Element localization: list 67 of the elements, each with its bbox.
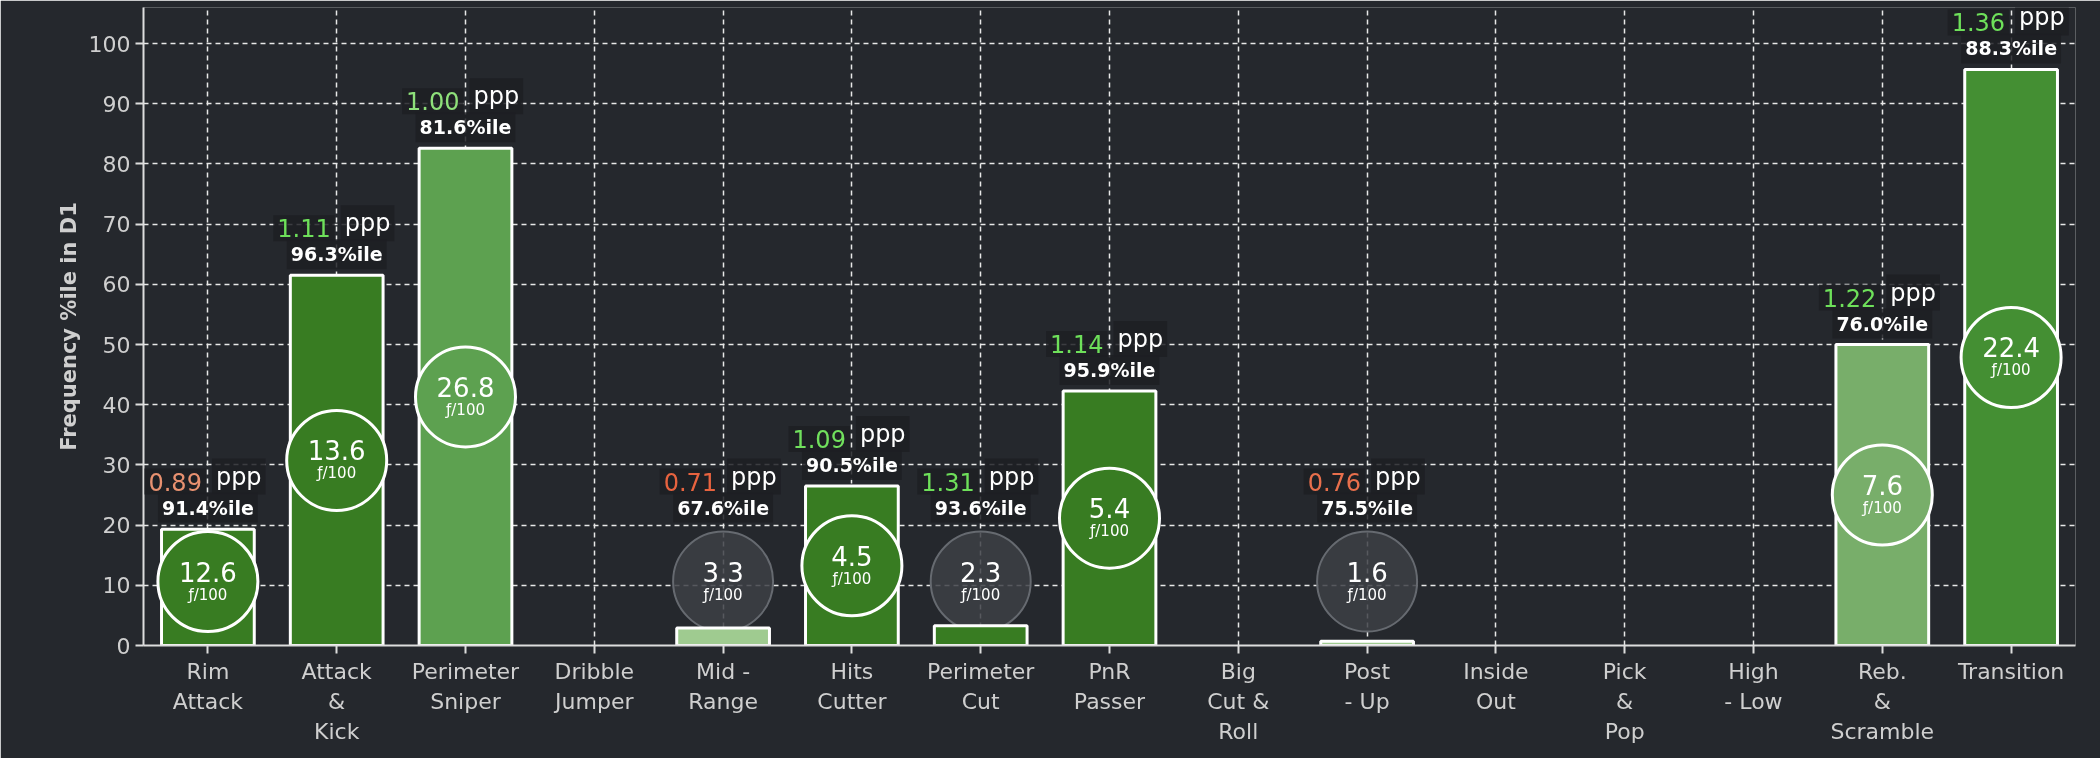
annotation: 1.09 ppp: [792, 420, 906, 454]
annotation: 22.4: [1982, 333, 2041, 364]
annotation: ƒ/100: [445, 400, 485, 419]
y-axis-title: Frequency %ile in D1: [56, 202, 81, 451]
x-tick-label: Mid - Range: [688, 658, 758, 714]
y-tick-label: 0: [116, 633, 131, 659]
annotation: 96.3%ile: [290, 243, 383, 266]
x-tick-label: Attack & Kick: [301, 658, 373, 744]
annotation: 76.0%ile: [1836, 312, 1929, 335]
annotation: 1.00 ppp: [406, 82, 520, 117]
y-tick-label: 80: [102, 151, 131, 177]
y-tick-label: 50: [102, 332, 131, 358]
annotation: 91.4%ile: [161, 496, 254, 519]
annotation: 7.6: [1861, 471, 1903, 502]
annotation: 1.22 ppp: [1822, 278, 1936, 313]
annotation: 75.5%ile: [1321, 496, 1414, 519]
annotation: 1.31 ppp: [921, 462, 1035, 497]
annotation: 3.3: [702, 557, 744, 588]
x-tick-label: Big Cut & Roll: [1207, 658, 1270, 744]
y-tick-label: 70: [102, 212, 131, 238]
annotation: ƒ/100: [960, 585, 1001, 604]
y-tick-label: 10: [102, 573, 131, 599]
x-tick-label: Hits Cutter: [817, 658, 888, 714]
x-tick-label: High - Low: [1724, 658, 1783, 714]
annotation: ƒ/100: [831, 569, 872, 588]
y-tick-label: 20: [102, 513, 131, 539]
annotation: 67.6%ile: [677, 496, 770, 519]
x-tick-label: Dribble Jumper: [553, 658, 635, 714]
annotation: 13.6: [307, 436, 366, 467]
x-tick-label: Post - Up: [1344, 658, 1391, 714]
x-tick-label: Transition: [1956, 658, 2065, 684]
annotation: 4.5: [831, 541, 873, 572]
annotation: ƒ/100: [1990, 361, 2031, 380]
x-tick-label: Pick & Pop: [1602, 658, 1647, 744]
annotation: 88.3%ile: [1965, 37, 2058, 60]
annotation: 0.71 ppp: [663, 462, 777, 497]
y-tick-label: 90: [102, 91, 131, 117]
annotation: ƒ/100: [702, 585, 743, 604]
x-tick-label: Inside Out: [1463, 658, 1529, 714]
annotation: 1.11 ppp: [277, 209, 391, 244]
x-tick-label: Perimeter Sniper: [411, 658, 521, 714]
annotation: 26.8: [436, 372, 495, 403]
bar: [675, 626, 771, 646]
annotation: ƒ/100: [1089, 522, 1129, 541]
y-tick-label: 100: [88, 31, 131, 57]
annotation: 2.3: [960, 557, 1002, 588]
annotation: 81.6%ile: [419, 116, 512, 139]
y-tick-label: 30: [102, 452, 131, 478]
annotation: 95.9%ile: [1063, 358, 1156, 381]
y-tick-label: 40: [102, 392, 131, 418]
annotation: ƒ/100: [316, 464, 357, 483]
annotation: ƒ/100: [1861, 499, 1902, 518]
x-tick-label: Perimeter Cut: [927, 658, 1036, 714]
y-tick-label: 60: [102, 272, 131, 298]
annotation: 5.4: [1088, 494, 1131, 525]
bar: [932, 624, 1029, 646]
annotation: ƒ/100: [1346, 585, 1387, 604]
annotation: 90.5%ile: [805, 454, 898, 476]
annotation: 93.6%ile: [934, 496, 1027, 519]
x-tick-label: Rim Attack: [172, 658, 244, 714]
annotation: 1.6: [1346, 557, 1388, 588]
annotation: 1.14 ppp: [1050, 324, 1164, 359]
annotation: 0.76 ppp: [1307, 462, 1421, 497]
annotation: 1.36 ppp: [1951, 3, 2065, 38]
x-tick-label: PnR Passer: [1073, 658, 1147, 714]
annotation: 0.89 ppp: [148, 462, 262, 497]
x-tick-label: Reb. & Scramble: [1830, 658, 1935, 744]
